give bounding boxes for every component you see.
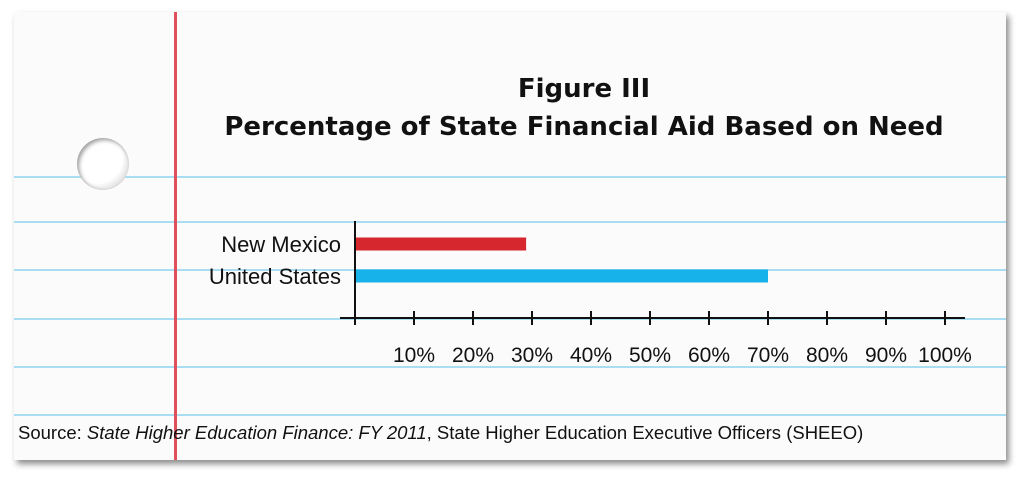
tick-label: 50% <box>629 344 671 367</box>
ruled-line <box>14 221 1006 223</box>
source-note: Source: State Higher Education Finance: … <box>18 422 863 444</box>
tick-label: 90% <box>865 344 907 367</box>
source-prefix: Source: <box>18 422 87 443</box>
bars-group <box>355 237 768 283</box>
tick-labels-group: 10% 20% 30% 40% 50% 60% 70% 80% 90% 100% <box>393 344 972 367</box>
tick-label: 30% <box>511 344 553 367</box>
source-suffix: , State Higher Education Executive Offic… <box>426 422 864 443</box>
tick-label: 80% <box>806 344 848 367</box>
x-axis <box>340 221 965 325</box>
ruled-line <box>14 366 1006 368</box>
notebook-paper-card: Figure III Percentage of State Financial… <box>14 12 1006 460</box>
bar-united-states <box>355 269 768 283</box>
ruled-line <box>14 414 1006 416</box>
chart-subtitle: Percentage of State Financial Aid Based … <box>224 112 944 142</box>
chart-title: Figure III <box>517 74 651 104</box>
tick-label: 10% <box>393 344 435 367</box>
margin-line <box>174 12 177 460</box>
punch-hole <box>77 138 129 190</box>
bar-new-mexico <box>355 237 527 251</box>
category-label: New Mexico <box>221 232 341 257</box>
tick-label: 70% <box>747 344 789 367</box>
category-label: United States <box>209 264 341 289</box>
bar-chart: New Mexico United States 10% 20% 30% 40% 50% 6… <box>209 221 972 367</box>
tick-label: 40% <box>570 344 612 367</box>
ruled-line <box>14 176 1006 178</box>
source-publication: State Higher Education Finance: FY 2011 <box>86 422 427 443</box>
tick-label: 20% <box>452 344 494 367</box>
category-labels-group: New Mexico United States <box>209 232 341 289</box>
tick-label: 60% <box>688 344 730 367</box>
tick-label: 100% <box>918 344 972 367</box>
